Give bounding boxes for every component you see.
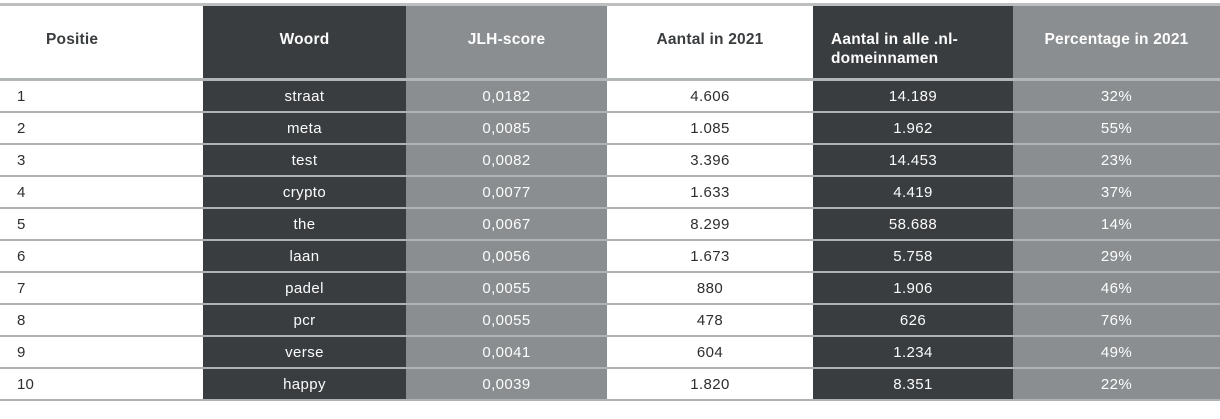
cell-percentage: 46% [1013,273,1220,305]
table-row: 9 verse 0,0041 604 1.234 49% [0,337,1220,369]
table-row: 5 the 0,0067 8.299 58.688 14% [0,209,1220,241]
table-header: Positie Woord JLH-score Aantal in 2021 A… [0,6,1220,81]
cell-aantal-2021: 1.633 [607,177,813,209]
cell-positie: 8 [0,305,203,337]
cell-percentage: 29% [1013,241,1220,273]
column-header-positie: Positie [0,6,203,81]
keyword-ranking-table: Positie Woord JLH-score Aantal in 2021 A… [0,6,1220,401]
cell-aantal-alle: 8.351 [813,369,1013,401]
cell-aantal-alle: 58.688 [813,209,1013,241]
cell-aantal-alle: 1.234 [813,337,1013,369]
cell-positie: 6 [0,241,203,273]
cell-positie: 7 [0,273,203,305]
cell-woord: the [203,209,406,241]
table-row: 10 happy 0,0039 1.820 8.351 22% [0,369,1220,401]
cell-positie: 4 [0,177,203,209]
cell-jlh-score: 0,0056 [406,241,607,273]
cell-percentage: 32% [1013,81,1220,113]
table-row: 4 crypto 0,0077 1.633 4.419 37% [0,177,1220,209]
cell-aantal-alle: 1.962 [813,113,1013,145]
cell-aantal-alle: 1.906 [813,273,1013,305]
cell-woord: crypto [203,177,406,209]
cell-percentage: 37% [1013,177,1220,209]
cell-aantal-2021: 1.085 [607,113,813,145]
cell-aantal-alle: 14.189 [813,81,1013,113]
cell-jlh-score: 0,0055 [406,305,607,337]
cell-positie: 10 [0,369,203,401]
table-top-border [0,3,1220,6]
table-row: 2 meta 0,0085 1.085 1.962 55% [0,113,1220,145]
cell-woord: meta [203,113,406,145]
cell-percentage: 23% [1013,145,1220,177]
column-header-jlh-score: JLH-score [406,6,607,81]
table-row: 7 padel 0,0055 880 1.906 46% [0,273,1220,305]
table-row: 3 test 0,0082 3.396 14.453 23% [0,145,1220,177]
cell-woord: padel [203,273,406,305]
cell-aantal-2021: 4.606 [607,81,813,113]
cell-aantal-2021: 1.820 [607,369,813,401]
cell-jlh-score: 0,0055 [406,273,607,305]
cell-aantal-2021: 604 [607,337,813,369]
cell-woord: straat [203,81,406,113]
table-row: 6 laan 0,0056 1.673 5.758 29% [0,241,1220,273]
table-row: 8 pcr 0,0055 478 626 76% [0,305,1220,337]
cell-aantal-alle: 5.758 [813,241,1013,273]
cell-woord: happy [203,369,406,401]
column-header-aantal-2021: Aantal in 2021 [607,6,813,81]
cell-aantal-2021: 8.299 [607,209,813,241]
cell-positie: 3 [0,145,203,177]
cell-jlh-score: 0,0039 [406,369,607,401]
cell-woord: test [203,145,406,177]
cell-aantal-2021: 3.396 [607,145,813,177]
cell-aantal-2021: 880 [607,273,813,305]
cell-aantal-2021: 1.673 [607,241,813,273]
cell-aantal-2021: 478 [607,305,813,337]
cell-percentage: 49% [1013,337,1220,369]
cell-aantal-alle: 4.419 [813,177,1013,209]
cell-positie: 2 [0,113,203,145]
header-row: Positie Woord JLH-score Aantal in 2021 A… [0,6,1220,81]
cell-percentage: 14% [1013,209,1220,241]
cell-positie: 9 [0,337,203,369]
column-header-woord: Woord [203,6,406,81]
cell-positie: 5 [0,209,203,241]
cell-percentage: 55% [1013,113,1220,145]
cell-jlh-score: 0,0082 [406,145,607,177]
cell-jlh-score: 0,0041 [406,337,607,369]
cell-percentage: 22% [1013,369,1220,401]
column-header-percentage: Percentage in 2021 [1013,6,1220,81]
cell-percentage: 76% [1013,305,1220,337]
cell-woord: pcr [203,305,406,337]
cell-woord: laan [203,241,406,273]
keyword-table-container: Positie Woord JLH-score Aantal in 2021 A… [0,3,1220,401]
cell-jlh-score: 0,0077 [406,177,607,209]
cell-jlh-score: 0,0067 [406,209,607,241]
table-body: 1 straat 0,0182 4.606 14.189 32% 2 meta … [0,81,1220,401]
cell-woord: verse [203,337,406,369]
cell-jlh-score: 0,0085 [406,113,607,145]
cell-aantal-alle: 626 [813,305,1013,337]
cell-jlh-score: 0,0182 [406,81,607,113]
table-row: 1 straat 0,0182 4.606 14.189 32% [0,81,1220,113]
column-header-aantal-alle: Aantal in alle .nl-domeinnamen [813,6,1013,81]
cell-positie: 1 [0,81,203,113]
cell-aantal-alle: 14.453 [813,145,1013,177]
